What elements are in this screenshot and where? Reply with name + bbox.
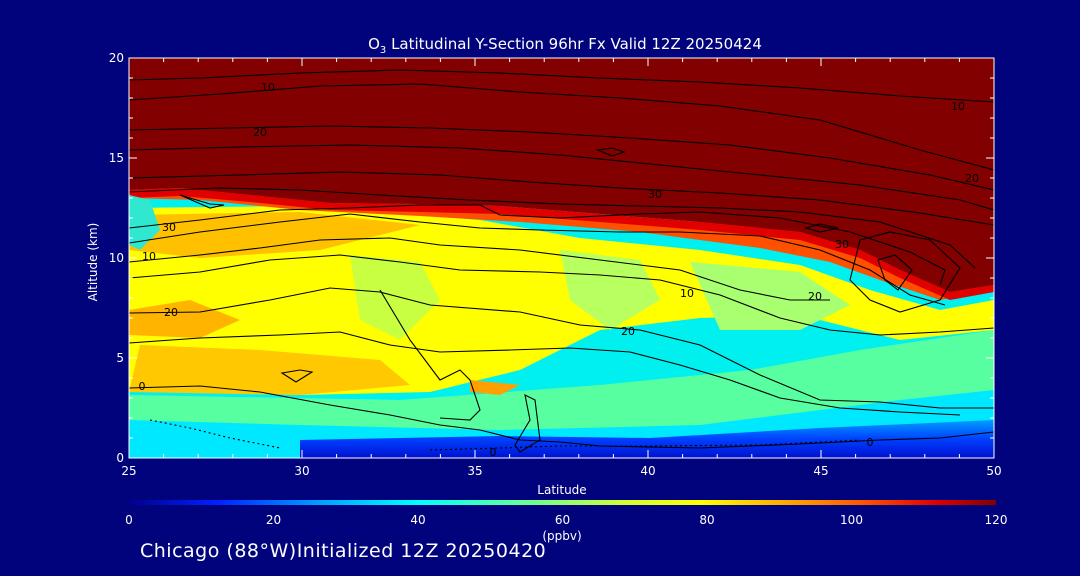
ozone-field <box>129 58 994 458</box>
contour-label: 20 <box>253 126 267 139</box>
field-light-green-1 <box>350 255 440 340</box>
contour-line <box>129 125 994 191</box>
contour-line <box>595 147 626 157</box>
contour-line <box>129 171 994 226</box>
field-orange-region-3 <box>129 345 410 395</box>
contour-line <box>129 237 830 301</box>
contour-label: 20 <box>621 325 635 338</box>
contour-line <box>129 83 994 171</box>
x-tick-label: 25 <box>121 464 136 478</box>
contour-label: 0 <box>867 436 874 449</box>
field-blue-band <box>300 420 994 458</box>
contour-line <box>429 439 861 451</box>
field-orange-region-4 <box>470 380 520 395</box>
contour-line <box>877 254 913 291</box>
colorbar-tick-label: 80 <box>699 513 714 527</box>
x-axis: 25 30 35 40 45 50 <box>121 58 1002 478</box>
contour-line <box>149 419 281 449</box>
field-light-green-2 <box>560 250 660 330</box>
contour-line <box>379 289 481 421</box>
colorbar-tick-label: 0 <box>125 513 133 527</box>
contour-labels: 10 20 30 10 20 30 30 20 10 20 10 0 0 0 20 <box>139 81 980 459</box>
contour-line <box>179 194 225 209</box>
y-axis-label: Altitude (km) <box>86 223 100 302</box>
colorbar-tick-label: 40 <box>410 513 425 527</box>
y-tick-label: 10 <box>109 251 124 265</box>
contour-line <box>129 287 994 409</box>
contour-label: 30 <box>835 238 849 251</box>
contour-line <box>803 223 839 233</box>
contour-line <box>849 231 961 313</box>
contour-lines <box>129 69 994 453</box>
colorbar-ticks: 0 20 40 60 80 100 120 <box>125 513 1007 527</box>
colorbar-tick-label: 100 <box>840 513 863 527</box>
field-orange-region-1 <box>129 212 420 258</box>
x-tick-label: 45 <box>813 464 828 478</box>
contour-label: 30 <box>162 221 176 234</box>
x-tick-label: 30 <box>294 464 309 478</box>
field-red-transition <box>129 183 994 300</box>
contour-label: 30 <box>648 188 662 201</box>
contour-label: 0 <box>490 446 497 459</box>
contour-label: 20 <box>808 290 822 303</box>
colorbar-tick-label: 120 <box>985 513 1008 527</box>
contour-line <box>129 213 946 306</box>
contour-line <box>514 394 541 453</box>
field-yellow-region <box>129 206 994 395</box>
contour-line <box>129 254 994 336</box>
contour-line <box>129 187 976 269</box>
y-tick-label: 15 <box>109 151 124 165</box>
field-strat-edge <box>129 188 994 300</box>
colorbar <box>129 500 996 505</box>
colorbar-unit: (ppbv) <box>542 529 581 543</box>
contour-label: 20 <box>164 306 178 319</box>
field-cyan-upper-left <box>129 195 160 250</box>
contour-line <box>129 385 994 449</box>
footer-caption: Chicago (88°W)Initialized 12Z 20250420 <box>140 540 547 562</box>
y-tick-label: 0 <box>116 451 124 465</box>
y-axis: 0 5 10 15 20 <box>109 51 994 465</box>
colorbar-tick-label: 20 <box>266 513 281 527</box>
field-stratosphere <box>129 58 994 292</box>
contour-label: 10 <box>680 287 694 300</box>
colorbar-tick-label: 60 <box>555 513 570 527</box>
contour-label: 10 <box>951 100 965 113</box>
y-tick-label: 5 <box>116 351 124 365</box>
x-tick-label: 35 <box>467 464 482 478</box>
contour-line <box>129 204 946 286</box>
contour-label: 10 <box>261 81 275 94</box>
chart-title: O3 Latitudinal Y-Section 96hr Fx Valid 1… <box>368 35 762 56</box>
contour-label: 10 <box>142 250 156 263</box>
x-tick-label: 40 <box>640 464 655 478</box>
contour-line <box>129 69 994 103</box>
contour-line <box>129 144 994 211</box>
x-axis-label: Latitude <box>537 483 586 497</box>
contour-label: 0 <box>139 380 146 393</box>
contour-line <box>280 369 314 383</box>
x-tick-label: 50 <box>986 464 1001 478</box>
y-tick-label: 20 <box>109 51 124 65</box>
contour-line <box>129 331 961 416</box>
contour-label: 20 <box>965 172 979 185</box>
